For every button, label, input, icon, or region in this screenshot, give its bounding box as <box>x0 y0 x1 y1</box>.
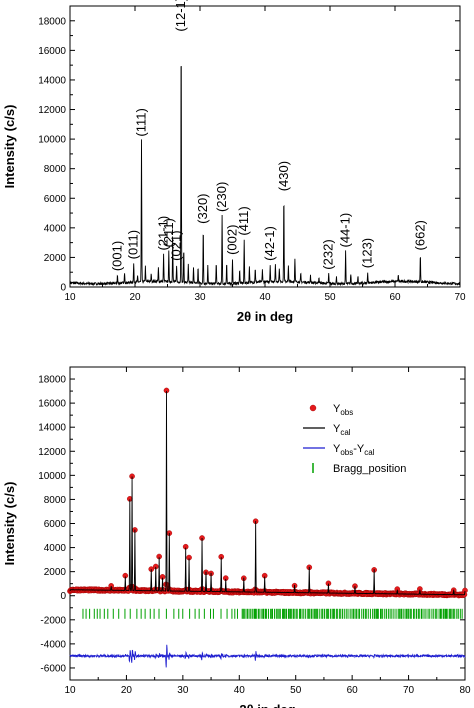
legend: Yobs Ycal Yobs-Ycal Bragg_position <box>303 403 406 475</box>
peak-label: (21-1) <box>156 216 171 251</box>
peak-label: (111) <box>134 108 149 136</box>
y-tick-label: 8000 <box>44 495 67 506</box>
y-tick-label: -4000 <box>40 639 66 650</box>
peak-label: (011) <box>126 230 141 259</box>
series-line <box>69 65 461 287</box>
x-tick-label: 60 <box>389 292 401 303</box>
peak-label: (12-1) <box>173 0 188 32</box>
y-axis-label: Intensity (c/s) <box>2 105 17 189</box>
peak-label: (232) <box>321 239 336 269</box>
x-axis-label: 2θ in deg <box>237 309 293 324</box>
peak-label: (320) <box>195 193 210 223</box>
peak-label: (211) <box>161 218 176 247</box>
peak-label: (123) <box>360 238 375 268</box>
legend-marker-observed <box>309 404 317 412</box>
x-tick-label: 70 <box>403 685 415 696</box>
y-tick-label: 14000 <box>38 423 66 434</box>
observed-points <box>67 387 468 599</box>
x-tick-label: 50 <box>324 292 336 303</box>
difference-line <box>69 644 466 668</box>
legend-entry: Yobs <box>333 403 353 417</box>
legend-entry: Ycal <box>333 423 351 437</box>
x-tick-label: 40 <box>259 292 271 303</box>
peak-label: (021) <box>169 230 184 260</box>
x-tick-label: 70 <box>454 292 466 303</box>
x-tick-label: 20 <box>129 292 141 303</box>
x-tick-label: 60 <box>347 685 359 696</box>
y-tick-label: 12000 <box>38 447 66 458</box>
x-tick-label: 30 <box>177 685 189 696</box>
y-tick-label: 16000 <box>38 46 66 57</box>
calculated-line <box>69 391 466 596</box>
legend-entry: Yobs-Ycal <box>333 443 375 457</box>
bragg-positions <box>82 608 463 619</box>
top-xrd-chart: 10 20 30 40 50 60 70 0 2000 4000 6000 8000 10000 1200… <box>2 0 466 324</box>
y-tick-label: 6000 <box>44 194 67 205</box>
x-tick-label: 50 <box>290 685 302 696</box>
y-tick-label: 18000 <box>38 16 66 27</box>
peak-label: (430) <box>276 161 291 191</box>
peak-label: (001) <box>109 241 124 271</box>
y-tick-label: 10000 <box>38 135 66 146</box>
x-tick-label: 80 <box>459 685 471 696</box>
y-tick-label: 14000 <box>38 75 66 86</box>
y-tick-label: 4000 <box>44 543 67 554</box>
y-tick-label: 18000 <box>38 375 66 386</box>
y-tick-label: 6000 <box>44 519 67 530</box>
y-tick-label: -6000 <box>40 663 66 674</box>
peak-label: (411) <box>236 206 251 235</box>
legend-entry: Bragg_position <box>333 463 406 475</box>
y-tick-label: 8000 <box>44 164 67 175</box>
y-tick-label: 2000 <box>44 253 67 264</box>
y-tick-label: 0 <box>60 591 66 602</box>
peak-label: (662) <box>412 220 427 250</box>
y-axis-label: Intensity (c/s) <box>2 482 17 566</box>
y-tick-label: -2000 <box>40 615 66 626</box>
y-tick-label: 10000 <box>38 471 66 482</box>
x-axis-label: 2θ in deg <box>239 702 295 708</box>
x-tick-label: 10 <box>64 685 76 696</box>
y-tick-label: 0 <box>60 283 66 294</box>
peak-label: (002) <box>225 225 240 255</box>
y-tick-label: 2000 <box>44 567 67 578</box>
peak-label: (230) <box>214 182 229 212</box>
x-tick-label: 30 <box>194 292 206 303</box>
x-tick-label: 20 <box>121 685 133 696</box>
x-tick-label: 40 <box>234 685 246 696</box>
y-tick-label: 4000 <box>44 223 67 234</box>
peak-label: (42-1) <box>262 226 277 261</box>
y-tick-label: 12000 <box>38 105 66 116</box>
x-tick-label: 10 <box>64 292 76 303</box>
bottom-rietveld-chart: 10 20 30 40 50 60 70 80 -6000 -4000 -2000 0 2000 4000… <box>2 366 471 708</box>
peak-label: (44-1) <box>338 213 353 248</box>
y-tick-label: 16000 <box>38 399 66 410</box>
